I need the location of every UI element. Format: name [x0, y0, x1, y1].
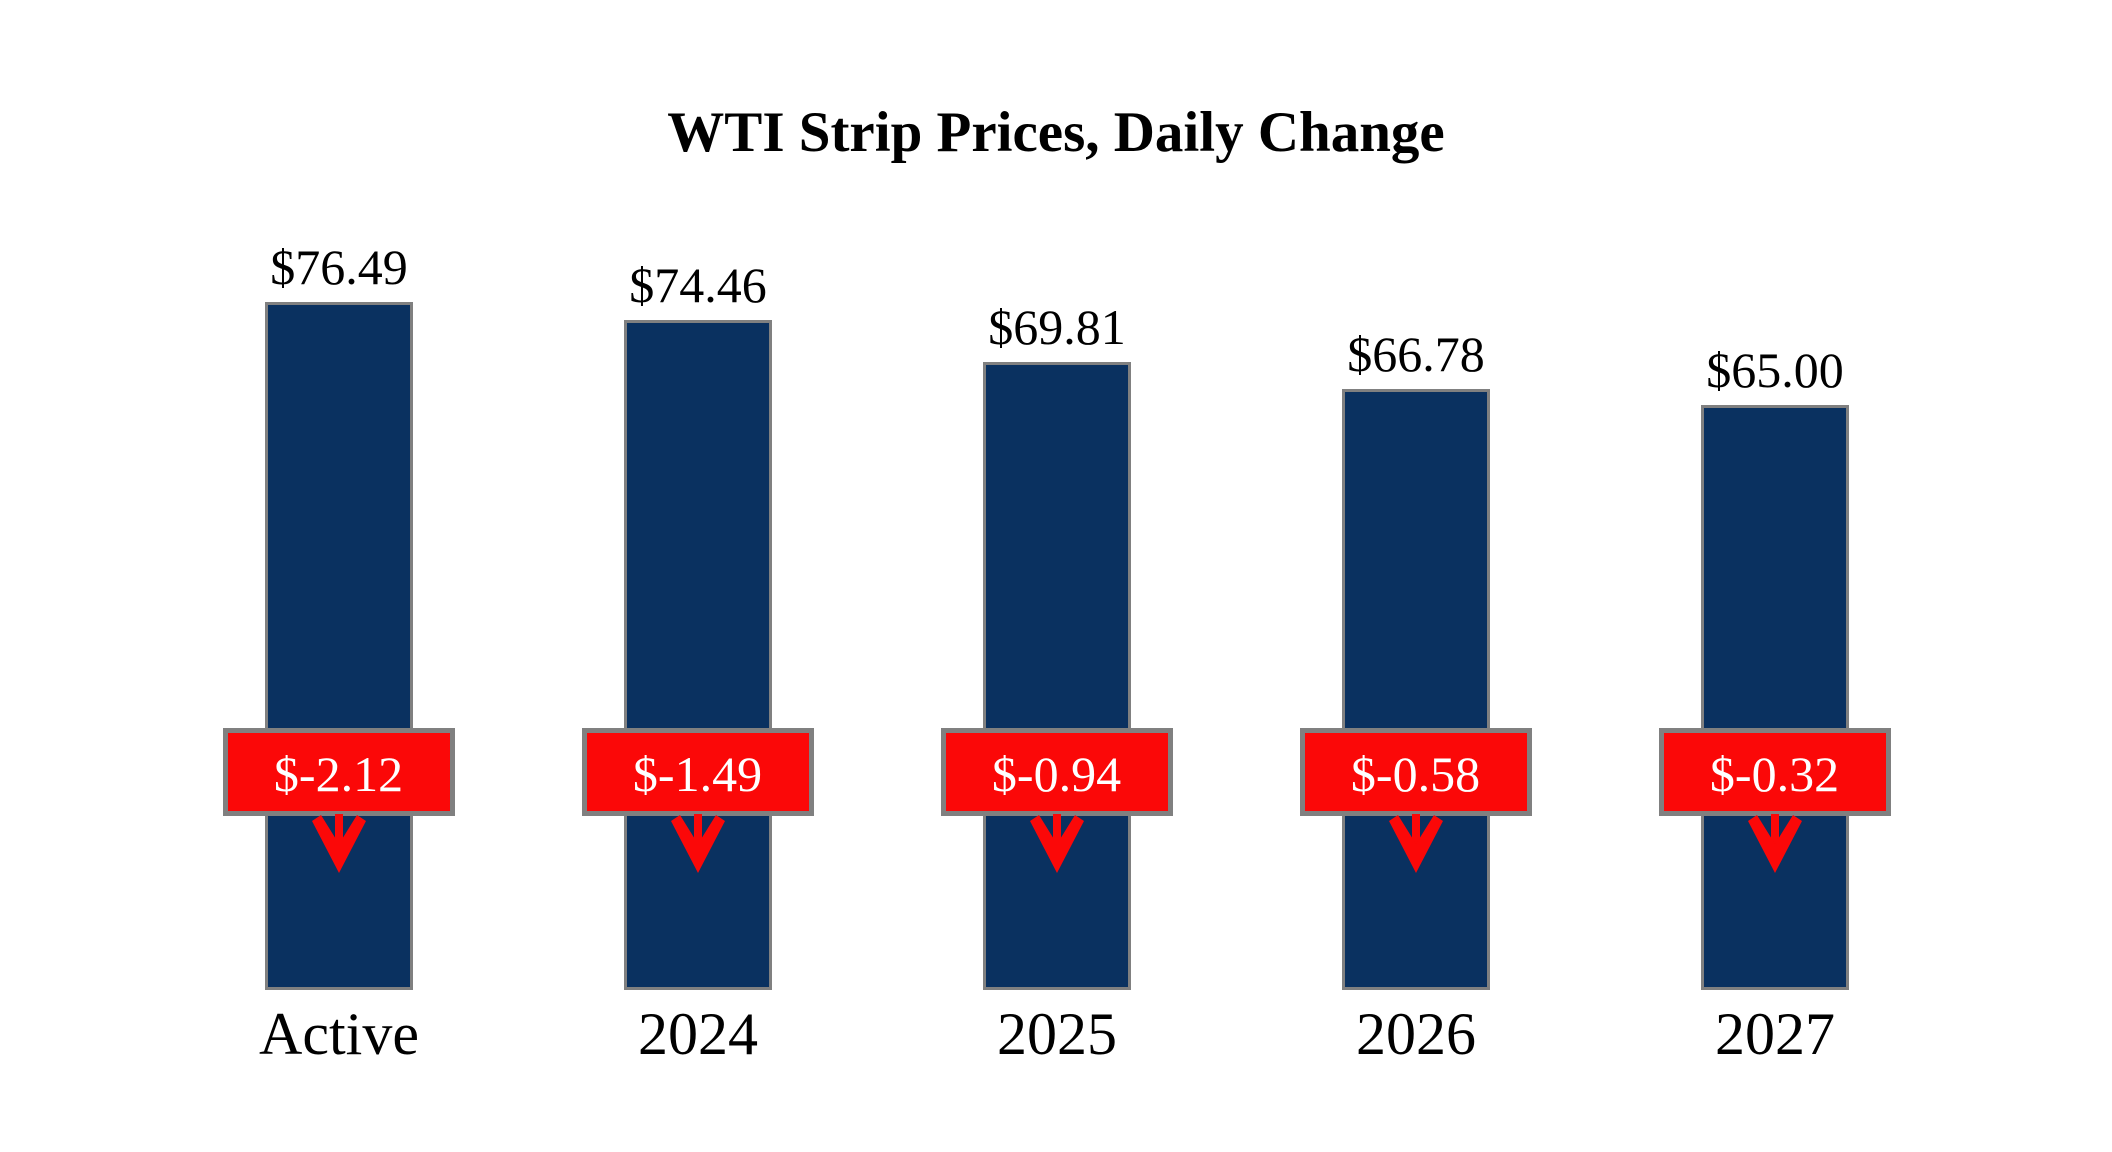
down-arrow-icon	[1388, 814, 1443, 873]
bar-value-label: $76.49	[270, 238, 408, 295]
daily-change-badge: $-2.12	[222, 728, 455, 816]
down-arrow-icon	[670, 814, 725, 873]
bar-group: $69.81 $-0.94 2025	[878, 0, 1237, 1152]
bar-group: $74.46 $-1.49 2024	[519, 0, 878, 1152]
daily-change-badge: $-1.49	[581, 728, 814, 816]
bar-value-label: $65.00	[1706, 341, 1844, 398]
bar-value-label: $66.78	[1347, 325, 1485, 382]
bar	[623, 320, 772, 990]
category-label: 2027	[1715, 1001, 1835, 1067]
category-label: 2026	[1356, 1001, 1476, 1067]
category-label: 2024	[638, 1001, 758, 1067]
category-label: Active	[259, 1001, 419, 1067]
bar-group: $65.00 $-0.32 2027	[1596, 0, 1955, 1152]
bar-group: $66.78 $-0.58 2026	[1237, 0, 1596, 1152]
chart-title: WTI Strip Prices, Daily Change	[667, 101, 1445, 164]
bar-value-label: $69.81	[988, 298, 1126, 355]
down-arrow-icon	[1747, 814, 1802, 873]
daily-change-badge: $-0.58	[1299, 728, 1532, 816]
bar-value-label: $74.46	[629, 256, 767, 313]
bar	[1341, 389, 1490, 990]
category-label: 2025	[997, 1001, 1117, 1067]
bar	[264, 302, 413, 990]
daily-change-badge: $-0.32	[1658, 728, 1891, 816]
bar	[982, 362, 1131, 990]
down-arrow-icon	[311, 814, 366, 873]
bar-group: $76.49 $-2.12 Active	[160, 0, 519, 1152]
daily-change-badge: $-0.94	[940, 728, 1173, 816]
bar	[1700, 405, 1849, 990]
down-arrow-icon	[1029, 814, 1084, 873]
